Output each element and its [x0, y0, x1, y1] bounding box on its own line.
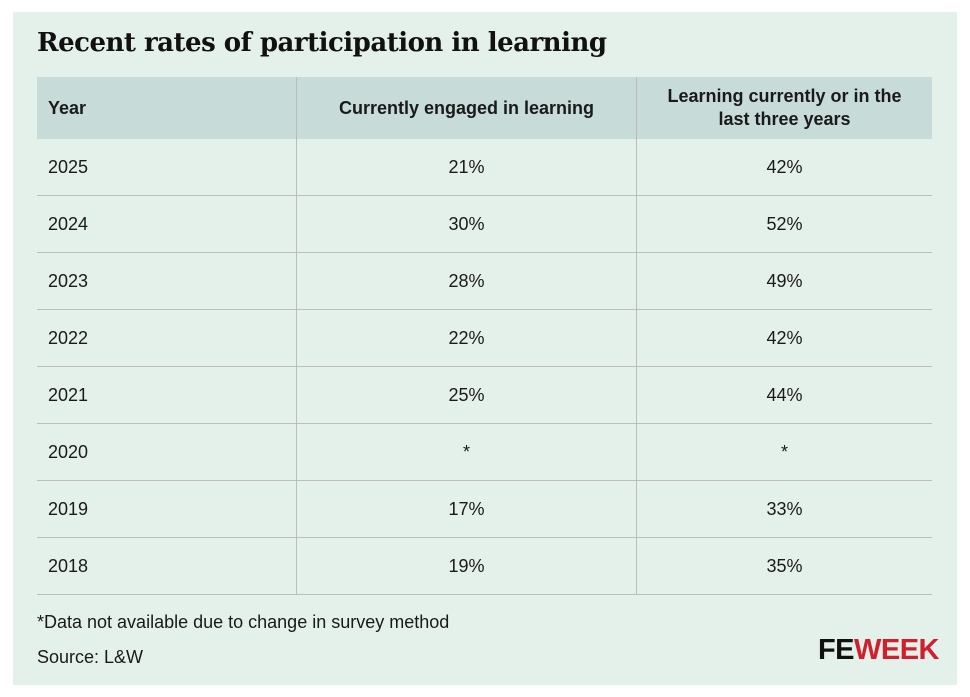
header-last-three-years-label: Learning currently or in the last three …	[667, 86, 902, 129]
logo-week: WEEK	[854, 634, 940, 666]
cell-year: 2019	[37, 481, 297, 537]
source-note: Source: L&W	[37, 647, 144, 667]
cell-last-three-years: 35%	[766, 555, 803, 576]
cell-last-three-years: *	[780, 441, 788, 462]
table-row: 2018 19% 35%	[37, 538, 932, 595]
cell-last-three-years: 42%	[766, 327, 803, 348]
infographic-panel: Recent rates of participation in learnin…	[13, 12, 957, 685]
cell-last-three-years: 49%	[766, 270, 803, 291]
fe-week-logo: FEWEEK	[817, 634, 940, 667]
chart-title: Recent rates of participation in learnin…	[37, 28, 607, 58]
cell-currently-engaged: 25%	[297, 367, 637, 423]
cell-year: 2021	[37, 367, 297, 423]
cell-currently-engaged: 30%	[297, 196, 637, 252]
data-table: Year Currently engaged in learning Learn…	[37, 77, 932, 595]
cell-currently-engaged: 19%	[297, 538, 637, 594]
cell-currently-engaged: 28%	[297, 253, 637, 309]
table-row: 2025 21% 42%	[37, 139, 932, 196]
cell-year: 2022	[37, 310, 297, 366]
logo-fe: FE	[817, 634, 855, 666]
cell-last-three-years: 33%	[766, 498, 803, 519]
cell-year: 2025	[37, 139, 297, 195]
header-year: Year	[37, 77, 297, 139]
cell-last-three-years: 42%	[766, 156, 803, 177]
table-body: 2025 21% 42% 2024 30% 52% 2023 28% 49% 2022 22% 42%…	[37, 139, 932, 595]
cell-currently-engaged: 22%	[297, 310, 637, 366]
table-row: 2020 * *	[37, 424, 932, 481]
table-header: Year Currently engaged in learning Learn…	[37, 77, 932, 139]
cell-year: 2024	[37, 196, 297, 252]
footnote: *Data not available due to change in sur…	[37, 612, 450, 632]
cell-currently-engaged: *	[297, 424, 637, 480]
cell-currently-engaged: 21%	[297, 139, 637, 195]
header-last-three-years: Learning currently or in the last three …	[637, 77, 932, 139]
cell-year: 2018	[37, 538, 297, 594]
cell-currently-engaged: 17%	[297, 481, 637, 537]
table-row: 2023 28% 49%	[37, 253, 932, 310]
header-currently-engaged: Currently engaged in learning	[297, 77, 637, 139]
cell-last-three-years: 52%	[766, 213, 803, 234]
table-row: 2021 25% 44%	[37, 367, 932, 424]
cell-year: 2023	[37, 253, 297, 309]
cell-year: 2020	[37, 424, 297, 480]
cell-last-three-years: 44%	[766, 384, 803, 405]
table-row: 2022 22% 42%	[37, 310, 932, 367]
table-row: 2019 17% 33%	[37, 481, 932, 538]
table-row: 2024 30% 52%	[37, 196, 932, 253]
